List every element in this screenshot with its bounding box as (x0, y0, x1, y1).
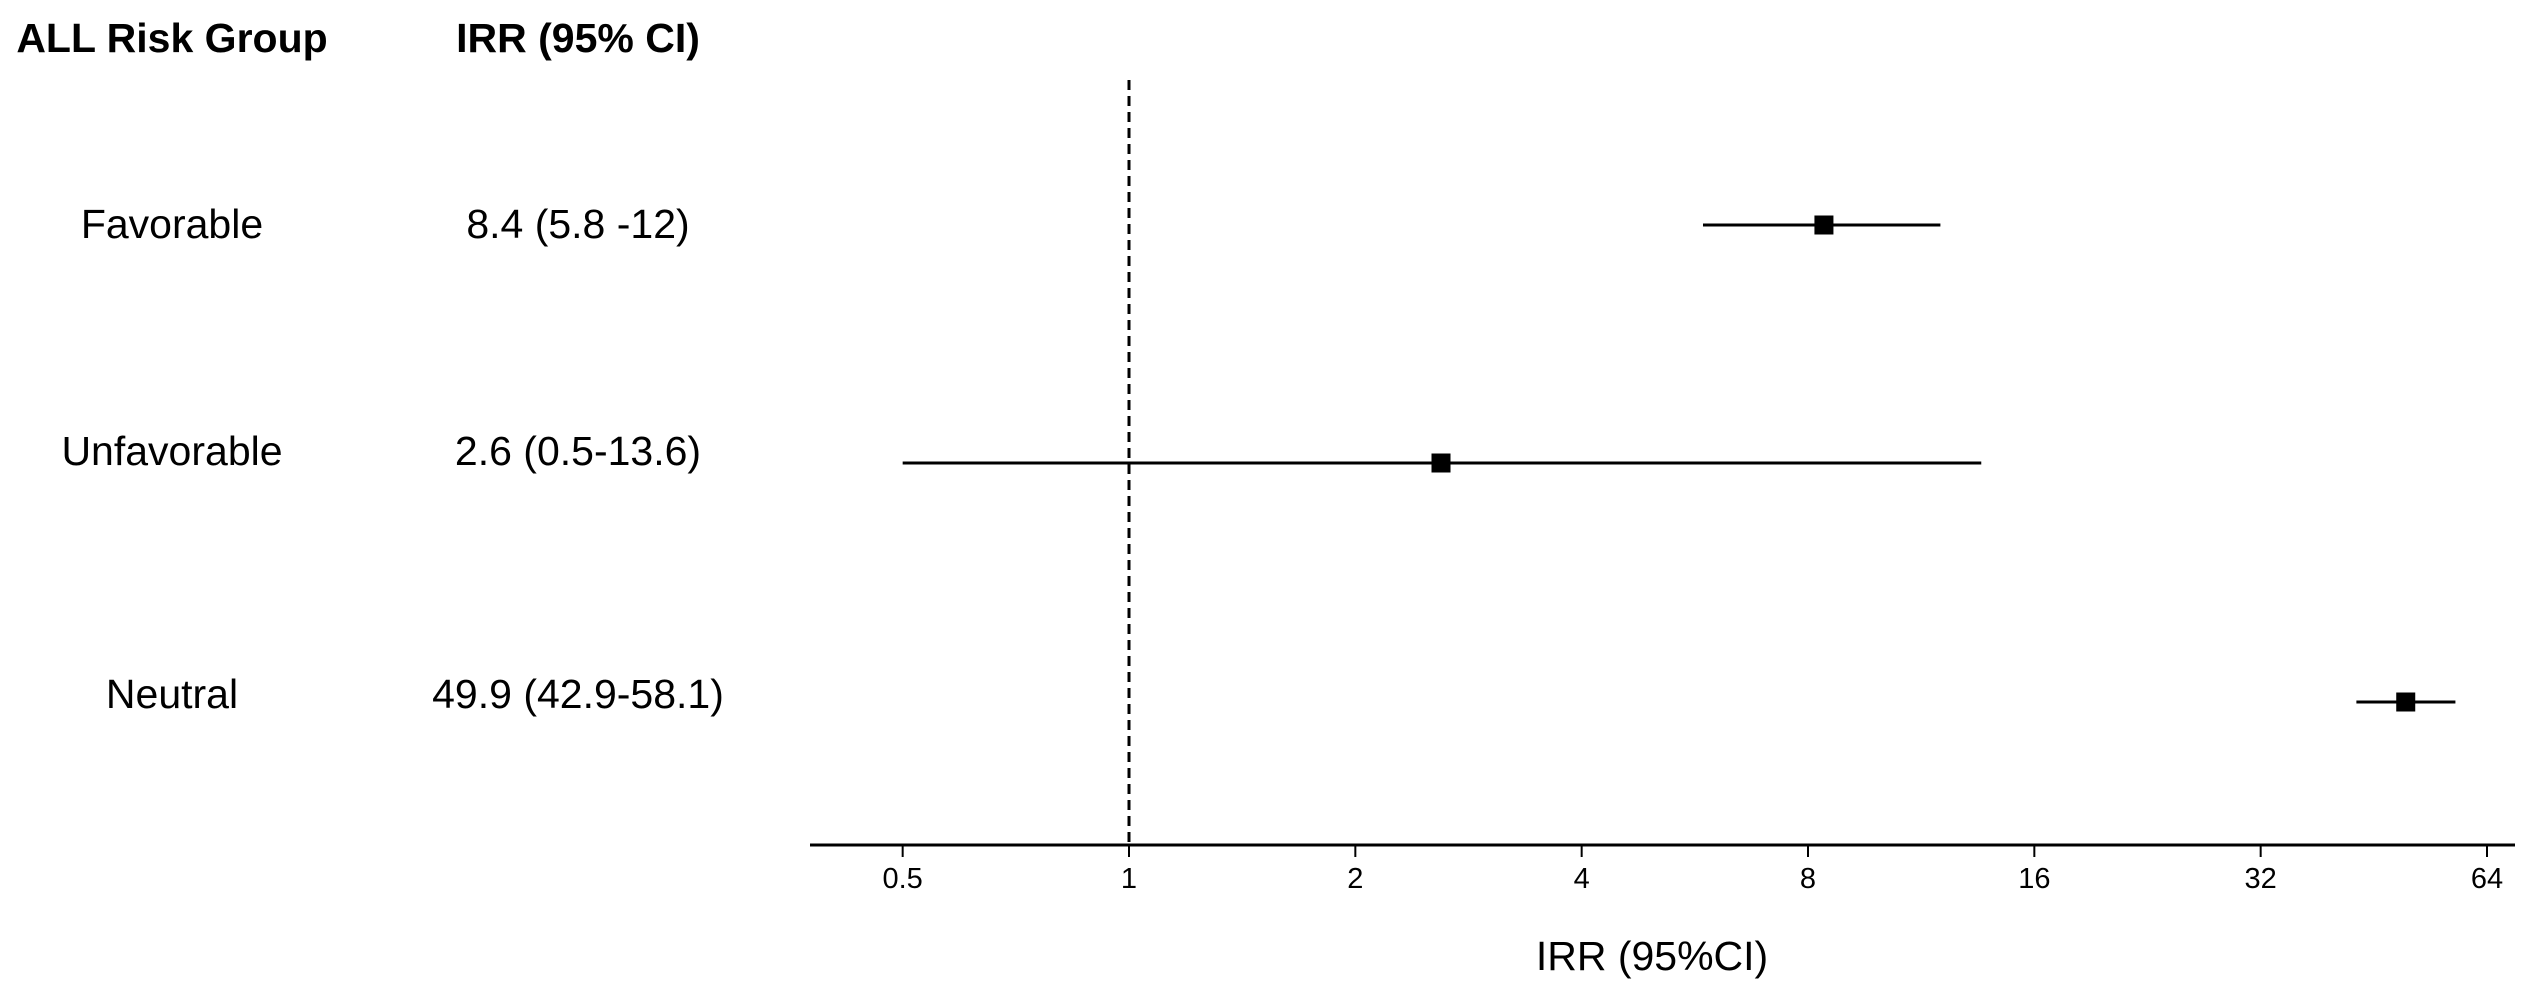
x-tick-label: 1 (1121, 863, 1137, 895)
row-estimate-label: 8.4 (5.8 -12) (466, 201, 689, 247)
estimate-column-header: IRR (95% CI) (456, 15, 700, 61)
row-group-label: Unfavorable (61, 428, 282, 474)
x-axis-label: IRR (95%CI) (1536, 933, 1768, 979)
row-group-label: Favorable (81, 201, 263, 247)
x-tick-label: 64 (2471, 863, 2503, 895)
group-column-header: ALL Risk Group (16, 15, 327, 61)
x-tick-label: 8 (1800, 863, 1816, 895)
point-estimate-marker (1431, 453, 1451, 473)
row-estimate-label: 49.9 (42.9-58.1) (432, 671, 724, 717)
x-tick-label: 32 (2245, 863, 2277, 895)
x-tick-label: 0.5 (883, 863, 923, 895)
point-estimate-marker (1814, 215, 1834, 235)
point-estimate-marker (2396, 692, 2416, 712)
row-estimate-label: 2.6 (0.5-13.6) (455, 428, 701, 474)
row-group-label: Neutral (106, 671, 238, 717)
x-tick-label: 16 (2018, 863, 2050, 895)
x-tick-label: 4 (1574, 863, 1590, 895)
x-tick-label: 2 (1347, 863, 1363, 895)
